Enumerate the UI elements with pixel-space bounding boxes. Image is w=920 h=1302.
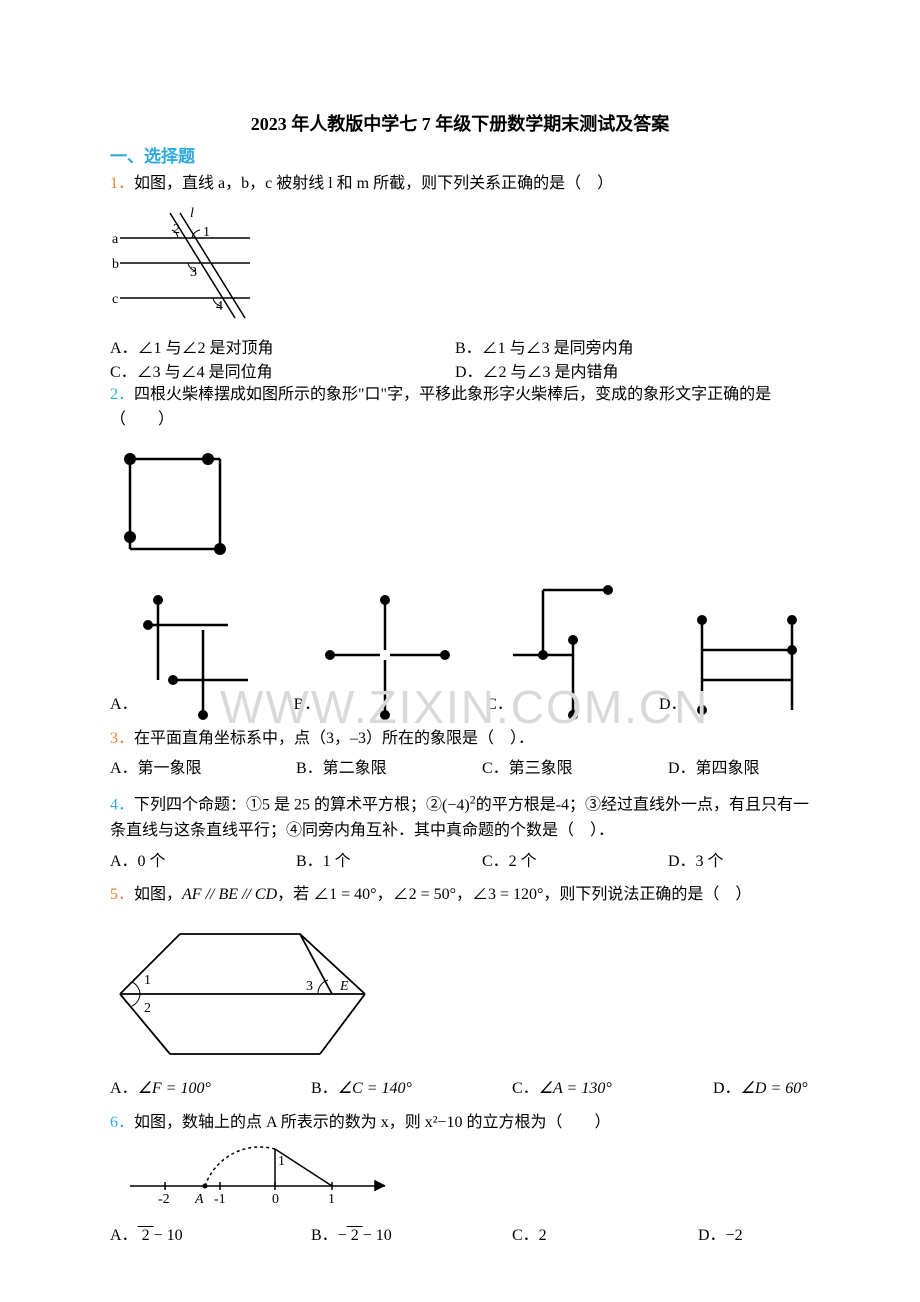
q1-opt-b: B．∠1 与∠3 是同旁内角	[455, 334, 634, 358]
svg-text:0: 0	[272, 1192, 279, 1207]
q5-opt-d: D．∠D = 60°	[713, 1075, 808, 1104]
question-4: 4．下列四个命题：①5 是 25 的算术平方根；②(−4)2的平方根是-4；③经…	[110, 790, 810, 844]
q4-stem-a: 下列四个命题：①5 是 25 的算术平方根；②	[134, 797, 442, 814]
q6-diagram: -2 -1 0 1 A 1	[110, 1141, 810, 1216]
q3-stem: 在平面直角坐标系中，点（3，–3）所在的象限是（ ）．	[134, 730, 534, 747]
q5-a-expr: ∠F = 100°	[138, 1075, 211, 1104]
question-5: 5．如图，AF // BE // CD，若 ∠1 = 40°，∠2 = 50°，…	[110, 882, 810, 908]
q6-opt-d: D．−2	[698, 1222, 743, 1251]
svg-text:a: a	[112, 232, 119, 247]
q4-opt-c: C．2 个	[482, 848, 632, 877]
svg-text:3: 3	[190, 265, 197, 280]
q5-stem-a: 如图，	[134, 886, 182, 903]
svg-text:1: 1	[203, 225, 210, 240]
svg-text:c: c	[112, 292, 118, 307]
q5-c-label: C．	[512, 1075, 539, 1104]
svg-text:A: A	[194, 1192, 204, 1207]
q6-options: A． 2 − 10 B．− 2 − 10 C．2 D．−2	[110, 1222, 810, 1251]
q5-stem-c: ，若 ∠1 = 40°，∠2 = 50°，∠3 = 120°，则下列说法正确的是…	[277, 886, 751, 903]
q2-variant-b-svg	[320, 590, 450, 720]
q5-b-expr: ∠C = 140°	[338, 1075, 412, 1104]
q5-opt-b: B．∠C = 140°	[311, 1075, 476, 1104]
q6-opt-c: C．2	[512, 1222, 662, 1251]
q2-opt-c-label: C．	[486, 691, 513, 720]
svg-text:b: b	[112, 257, 119, 272]
q2-opt-c: C．	[486, 580, 623, 720]
q4-options: A．0 个 B．1 个 C．2 个 D．3 个	[110, 848, 810, 877]
svg-text:-2: -2	[158, 1192, 170, 1207]
q1-diagram: a b c l 1 2 3 4	[110, 203, 810, 328]
q4-opt-d: D．3 个	[668, 848, 724, 877]
q5-diagram: 1 2 3 E	[110, 914, 810, 1069]
svg-text:1: 1	[328, 1192, 335, 1207]
q2-stem: 四根火柴棒摆成如图所示的象形"口"字，平移此象形字火柴棒后，变成的象形文字正确的…	[110, 386, 771, 429]
q5-opt-a: A．∠F = 100°	[110, 1075, 275, 1104]
q1-opt-a: A．∠1 与∠2 是对顶角	[110, 334, 455, 358]
q4-opt-a: A．0 个	[110, 848, 260, 877]
question-1: 1．如图，直线 a，b，c 被射线 l 和 m 所截，则下列关系正确的是（ ）	[110, 171, 810, 197]
q1-opt-d: D．∠2 与∠3 是内错角	[455, 358, 634, 382]
q5-c-expr: ∠A = 130°	[539, 1075, 612, 1104]
q2-opt-b: B．	[294, 590, 451, 720]
q3-opt-b: B．第二象限	[296, 755, 446, 784]
q2-opt-b-label: B．	[294, 691, 321, 720]
q2-variant-d-svg	[687, 600, 807, 720]
q6-opt-b: B．− 2 − 10	[311, 1222, 476, 1251]
q3-number: 3．	[110, 730, 134, 747]
q2-opt-a-label: A．	[110, 691, 138, 720]
q3-options: A．第一象限 B．第二象限 C．第三象限 D．第四象限	[110, 755, 810, 784]
q3-opt-a: A．第一象限	[110, 755, 260, 784]
q5-d-expr: ∠D = 60°	[741, 1075, 808, 1104]
question-6: 6．如图，数轴上的点 A 所表示的数为 x，则 x²−10 的立方根为（ ）	[110, 1110, 810, 1136]
q2-square-diagram	[110, 439, 810, 574]
q2-variant-a-svg	[138, 590, 258, 720]
q2-options: A． B． C．	[110, 580, 810, 720]
svg-text:3: 3	[306, 979, 313, 994]
q3-opt-d: D．第四象限	[668, 755, 760, 784]
svg-text:l: l	[190, 206, 194, 221]
question-3: 3．在平面直角坐标系中，点（3，–3）所在的象限是（ ）．	[110, 726, 810, 752]
q5-d-label: D．	[713, 1075, 741, 1104]
svg-text:E: E	[339, 979, 349, 994]
q2-opt-a: A．	[110, 590, 258, 720]
q2-opt-d: D．	[659, 600, 807, 720]
q5-stem-b: AF // BE // CD	[182, 886, 277, 903]
q5-opt-c: C．∠A = 130°	[512, 1075, 677, 1104]
q6-opt-a: A． 2 − 10	[110, 1222, 275, 1251]
svg-text:1: 1	[144, 973, 151, 988]
q5-b-label: B．	[311, 1075, 338, 1104]
q4-number: 4．	[110, 797, 134, 814]
q6-stem: 如图，数轴上的点 A 所表示的数为 x，则 x²−10 的立方根为（ ）	[134, 1114, 611, 1131]
q4-expr: (−4)2	[442, 797, 476, 814]
q2-number: 2．	[110, 386, 134, 403]
page-title: 2023 年人教版中学七 7 年级下册数学期末测试及答案	[110, 110, 810, 136]
q4-opt-b: B．1 个	[296, 848, 446, 877]
svg-text:2: 2	[173, 222, 180, 237]
q2-opt-d-label: D．	[659, 691, 687, 720]
q5-options: A．∠F = 100° B．∠C = 140° C．∠A = 130° D．∠D…	[110, 1075, 810, 1104]
svg-text:2: 2	[144, 1001, 151, 1016]
svg-text:4: 4	[216, 299, 223, 314]
q5-a-label: A．	[110, 1075, 138, 1104]
q1-opt-c: C．∠3 与∠4 是同位角	[110, 358, 455, 382]
svg-text:-1: -1	[214, 1192, 226, 1207]
section-header: 一、选择题	[110, 142, 810, 167]
q3-opt-c: C．第三象限	[482, 755, 632, 784]
q1-options: A．∠1 与∠2 是对顶角 C．∠3 与∠4 是同位角 B．∠1 与∠3 是同旁…	[110, 334, 810, 382]
q1-number: 1．	[110, 175, 134, 192]
q6-number: 6．	[110, 1114, 134, 1131]
svg-text:1: 1	[278, 1154, 285, 1169]
sqrt-icon: 2	[347, 1222, 363, 1251]
q1-stem: 如图，直线 a，b，c 被射线 l 和 m 所截，则下列关系正确的是（ ）	[134, 175, 613, 192]
sqrt-icon: 2	[138, 1222, 154, 1251]
question-2: 2．四根火柴棒摆成如图所示的象形"口"字，平移此象形字火柴棒后，变成的象形文字正…	[110, 382, 810, 433]
q5-number: 5．	[110, 886, 134, 903]
q2-variant-c-svg	[513, 580, 623, 720]
